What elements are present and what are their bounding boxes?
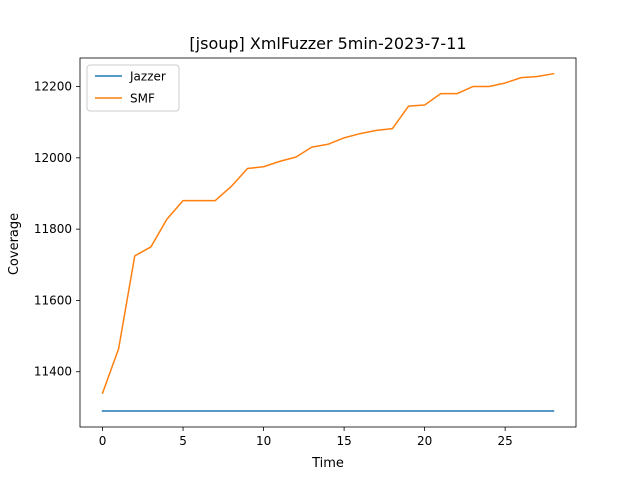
- x-axis-label: Time: [311, 456, 344, 471]
- x-tick-label: 15: [336, 434, 351, 448]
- x-tick-label: 5: [179, 434, 187, 448]
- x-tick-label: 25: [498, 434, 513, 448]
- series-line-smf: [101, 72, 555, 395]
- plot-area: 0 5 10 15 20 25 11400 11600 11800 12000 12200 Jazze…: [34, 57, 577, 448]
- y-tick-label: 11400: [34, 365, 72, 379]
- chart-title: [jsoup] XmlFuzzer 5min-2023-7-11: [189, 34, 466, 53]
- x-tick-label: 10: [256, 434, 271, 448]
- legend-label-jazzer: Jazzer: [129, 70, 166, 84]
- y-axis-label: Coverage: [7, 213, 22, 275]
- x-tick-label: 20: [417, 434, 432, 448]
- y-tick-label: 12200: [34, 80, 72, 94]
- legend-label-smf: SMF: [130, 92, 155, 106]
- y-tick-label: 11600: [34, 293, 72, 307]
- x-tick-label: 0: [99, 434, 107, 448]
- axes-frame: [79, 57, 577, 428]
- y-tick-label: 12000: [34, 151, 72, 165]
- y-tick-label: 11800: [34, 222, 72, 236]
